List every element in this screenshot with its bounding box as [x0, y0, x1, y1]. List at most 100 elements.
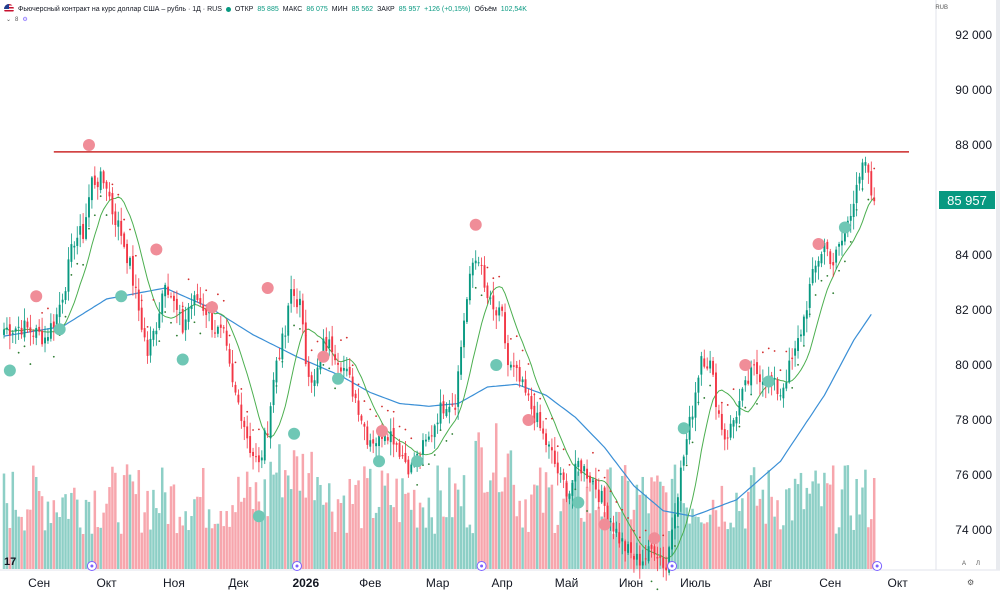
x-tick-label: Ноя — [163, 576, 185, 590]
candle-body — [606, 505, 609, 522]
sar-dot — [70, 274, 73, 276]
sar-dot — [199, 332, 202, 335]
log-scale-button[interactable]: Л — [976, 561, 980, 567]
volume-bar — [729, 522, 732, 569]
volume-bar — [700, 522, 703, 569]
volume-bar — [322, 504, 325, 569]
candle-body — [735, 416, 738, 424]
volume-bar — [190, 516, 193, 569]
sar-dot — [832, 292, 835, 295]
volume-bar — [184, 511, 187, 569]
chevron-down-icon[interactable]: ⌄ — [6, 17, 12, 23]
candle-body — [814, 265, 817, 273]
volume-bar — [178, 516, 182, 569]
currency-label: RUB — [935, 5, 948, 11]
candle-body — [507, 343, 509, 366]
candle-body — [105, 181, 108, 189]
candle-body — [465, 299, 468, 322]
volume-bar — [541, 512, 545, 569]
sar-dot — [556, 445, 559, 448]
sar-dot — [299, 328, 301, 330]
signal-up-marker — [332, 372, 345, 385]
candle-body — [337, 362, 339, 365]
candle-body — [275, 360, 278, 383]
volume-bar — [820, 506, 823, 569]
volume-bar — [831, 465, 835, 569]
volume-bar — [412, 489, 416, 569]
volume-bar — [163, 492, 167, 569]
sar-dot — [134, 254, 137, 257]
sar-dot — [252, 429, 254, 431]
sar-dot — [328, 367, 331, 370]
y-tick-label: 82 000 — [955, 303, 992, 317]
candle-body — [709, 360, 712, 369]
sar-dot — [738, 425, 741, 428]
candle-body — [316, 367, 319, 384]
candle-body — [504, 313, 506, 344]
sar-dot — [709, 384, 712, 387]
volume-bar — [199, 497, 202, 569]
sar-dot — [802, 344, 805, 347]
volume-bar — [770, 496, 773, 569]
sar-dot — [597, 469, 600, 472]
sar-dot — [603, 476, 606, 479]
volume-bar — [536, 485, 539, 569]
candle-body — [433, 425, 436, 438]
sar-dot — [691, 441, 694, 444]
candle-body — [480, 264, 483, 266]
candle-body — [82, 223, 85, 239]
volume-bar — [34, 476, 38, 569]
candle-body — [679, 467, 682, 501]
volume-bar — [70, 492, 73, 569]
volume-bar — [676, 525, 680, 569]
indicator-row[interactable]: ⌄ 8 ⚙ — [6, 16, 28, 24]
candle-body — [424, 439, 427, 442]
volume-bar — [565, 480, 568, 569]
sar-dot — [650, 580, 653, 583]
candle-body — [155, 330, 158, 335]
volume-bar — [632, 509, 636, 569]
volume-bar — [240, 501, 243, 569]
ma-short-line — [3, 196, 875, 560]
candle-body — [823, 242, 826, 253]
volume-bar — [509, 450, 513, 569]
candle-body — [228, 349, 231, 364]
candle-body — [820, 254, 823, 264]
candle-body — [463, 320, 465, 346]
sar-dot — [216, 293, 219, 296]
volume-bar — [357, 480, 360, 569]
candle-body — [460, 346, 463, 375]
volume-bar — [172, 484, 176, 569]
candle-body — [635, 553, 638, 560]
volume-bar — [87, 501, 91, 569]
candle-body — [52, 321, 55, 328]
candle-body — [609, 521, 612, 523]
volume-bar — [339, 502, 343, 569]
candle-body — [313, 380, 316, 386]
volume-bar — [105, 503, 108, 569]
candle-body — [873, 197, 876, 202]
sar-dot — [351, 364, 354, 367]
symbol-title[interactable]: Фьючерсный контракт на курс доллар США –… — [18, 5, 222, 13]
volume-bar — [371, 517, 375, 569]
y-tick-label: 90 000 — [955, 83, 992, 97]
settings-gear-icon[interactable]: ⚙ — [967, 578, 975, 587]
candle-body — [11, 332, 14, 334]
sar-dot — [844, 260, 846, 263]
candle-body — [761, 381, 764, 385]
candle-body — [685, 439, 688, 455]
volume-bar — [316, 477, 319, 569]
candle-body — [395, 443, 398, 445]
indicator-settings-icon[interactable]: ⚙ — [22, 17, 28, 23]
tradingview-logo-icon[interactable]: 17 — [4, 556, 17, 568]
sar-dot — [627, 517, 629, 519]
candle-body — [193, 295, 196, 305]
signal-up-marker — [838, 221, 851, 234]
volume-bar — [456, 489, 460, 569]
volume-bar — [500, 491, 504, 569]
candle-body — [647, 546, 650, 562]
auto-scale-button[interactable]: A — [962, 561, 967, 567]
candle-body — [720, 413, 723, 430]
candle-body — [340, 367, 342, 372]
